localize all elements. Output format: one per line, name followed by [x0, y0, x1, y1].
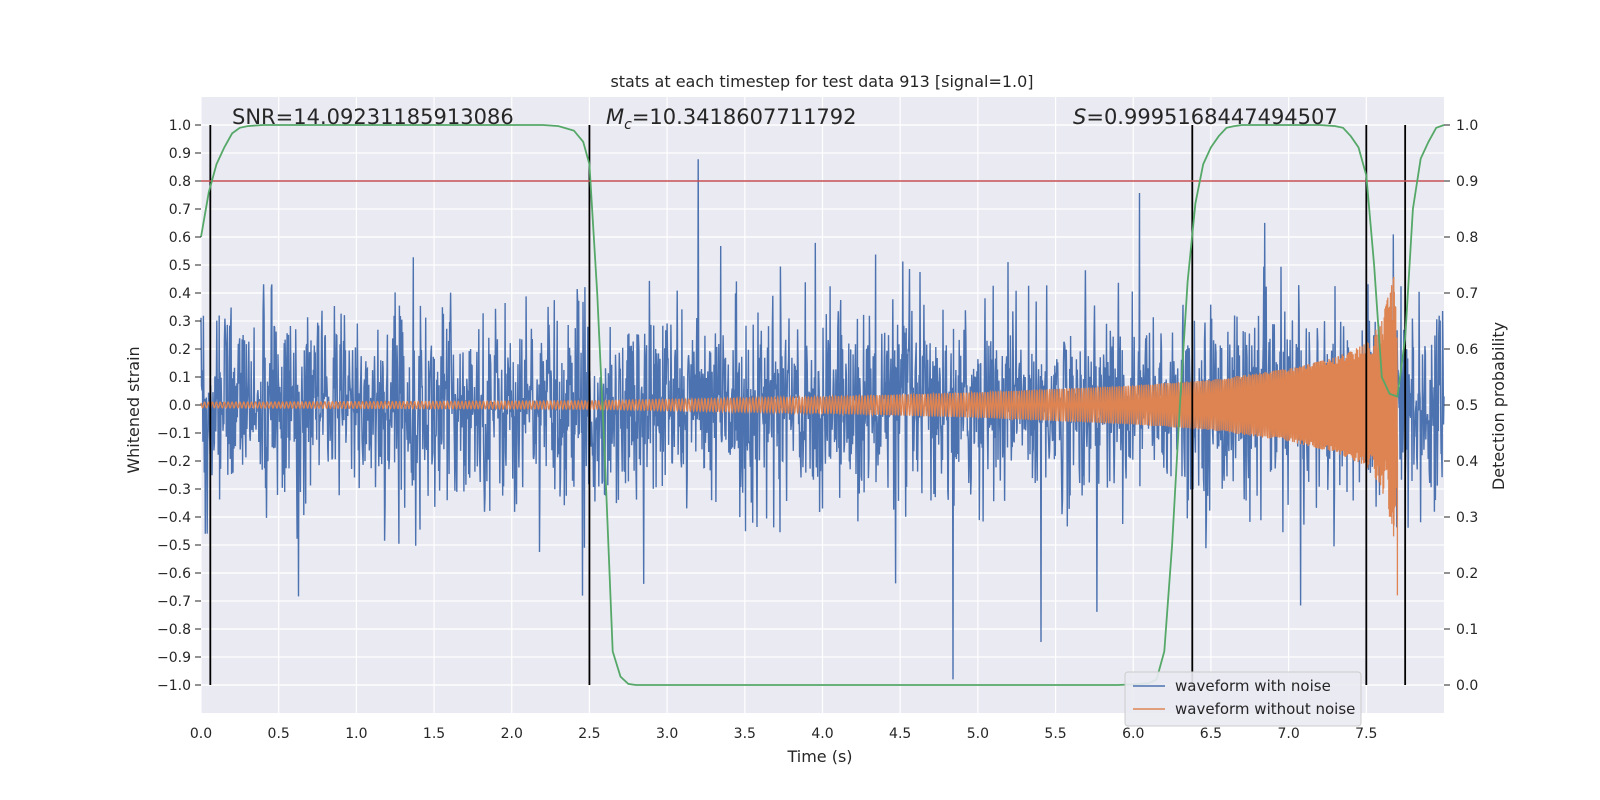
- x-tick-label: 1.5: [423, 726, 445, 742]
- x-tick-label: 6.0: [1122, 726, 1144, 742]
- snr-annotation: SNR=14.09231185913086: [232, 105, 514, 129]
- vertical-markers: [209, 125, 1407, 685]
- x-tick-label: 2.0: [501, 726, 523, 742]
- y-tick-label: 0.9: [169, 146, 191, 162]
- series-waveform-with-noise: [200, 159, 1445, 680]
- y-right-tick-label: 0.7: [1456, 286, 1478, 302]
- chirp-mass-annotation: Mc=10.3418607711792: [606, 105, 857, 133]
- legend-label-noise: waveform with noise: [1175, 677, 1331, 695]
- x-tick-label: 7.0: [1277, 726, 1299, 742]
- chirp-mass-subscript: c: [624, 117, 632, 133]
- y-right-tick-label: 0.6: [1456, 342, 1478, 358]
- y-tick-label: −0.4: [157, 510, 191, 526]
- chirp-mass-value: =10.3418607711792: [632, 105, 857, 129]
- y-right-tick-label: 0.8: [1456, 230, 1478, 246]
- y-right-tick-label: 0.5: [1456, 398, 1478, 414]
- y-tick-label: −0.9: [157, 650, 191, 666]
- y-right-tick-label: 0.9: [1456, 174, 1478, 190]
- x-tick-label: 5.5: [1044, 726, 1066, 742]
- legend: waveform with noise waveform without noi…: [1124, 671, 1362, 727]
- x-tick-label: 0.0: [190, 726, 212, 742]
- chart-title: stats at each timestep for test data 913…: [610, 72, 1033, 91]
- clean-waveform-line: [200, 276, 1399, 596]
- score-annotation: S=0.9995168447494507: [1073, 105, 1338, 129]
- y-tick-label: 0.0: [169, 398, 191, 414]
- y-tick-label: 0.7: [169, 202, 191, 218]
- x-tick-label: 1.0: [345, 726, 367, 742]
- series-detection-probability: [200, 124, 1445, 686]
- chirp-mass-symbol: M: [606, 105, 624, 129]
- y-tick-label: −0.6: [157, 566, 191, 582]
- x-axis-ticks: 0.0 0.5 1.0 1.5 2.0 2.5 3.0 3.5 4.0 4.5 5.0 5.5 6.0 6…: [190, 726, 1378, 742]
- x-tick-label: 6.5: [1200, 726, 1222, 742]
- y-tick-label: 0.4: [169, 286, 191, 302]
- y-tick-label: −0.2: [157, 454, 191, 470]
- x-tick-label: 2.5: [578, 726, 600, 742]
- y-tick-label: 0.2: [169, 342, 191, 358]
- score-value: =0.9995168447494507: [1086, 105, 1337, 129]
- y-tick-label: 0.5: [169, 258, 191, 274]
- x-tick-label: 4.5: [889, 726, 911, 742]
- x-tick-label: 7.5: [1355, 726, 1377, 742]
- y-tick-label: 0.3: [169, 314, 191, 330]
- noise-waveform-line: [200, 159, 1445, 680]
- y-right-axis-label: Detection probability: [1489, 322, 1508, 490]
- y-axis-label: Whitened strain: [124, 346, 143, 473]
- y-tick-label: 0.6: [169, 230, 191, 246]
- legend-box: [1124, 671, 1362, 727]
- y-tick-label: −0.7: [157, 594, 191, 610]
- probability-line: [200, 124, 1445, 686]
- x-tick-label: 4.0: [811, 726, 833, 742]
- y-tick-label: −0.8: [157, 622, 191, 638]
- x-tick-label: 5.0: [967, 726, 989, 742]
- y-tick-label: 0.8: [169, 174, 191, 190]
- x-tick-label: 0.5: [268, 726, 290, 742]
- y-right-tick-label: 1.0: [1456, 118, 1478, 134]
- legend-label-clean: waveform without noise: [1175, 700, 1355, 718]
- y-right-tick-label: 0.3: [1456, 510, 1478, 526]
- x-axis-label: Time (s): [786, 747, 852, 766]
- y-tick-label: −0.5: [157, 538, 191, 554]
- y-right-tick-label: 0.1: [1456, 622, 1478, 638]
- y-tick-label: 0.1: [169, 370, 191, 386]
- x-tick-label: 3.0: [656, 726, 678, 742]
- y-right-axis-ticks: 1.0 0.9 0.8 0.7 0.6 0.5 0.4 0.3 0.2 0.1 0.0: [1444, 118, 1478, 694]
- series-waveform-without-noise: [200, 276, 1399, 596]
- y-tick-label: 1.0: [169, 118, 191, 134]
- y-right-tick-label: 0.2: [1456, 566, 1478, 582]
- score-symbol: S: [1073, 105, 1086, 129]
- x-tick-label: 3.5: [734, 726, 756, 742]
- y-right-tick-label: 0.0: [1456, 678, 1478, 694]
- y-axis-ticks: 1.0 0.9 0.8 0.7 0.6 0.5 0.4 0.3 0.2 0.1 0.0 −0.1 −0.…: [157, 118, 201, 694]
- y-tick-label: −0.3: [157, 482, 191, 498]
- y-right-tick-label: 0.4: [1456, 454, 1478, 470]
- y-tick-label: −0.1: [157, 426, 191, 442]
- y-tick-label: −1.0: [157, 678, 191, 694]
